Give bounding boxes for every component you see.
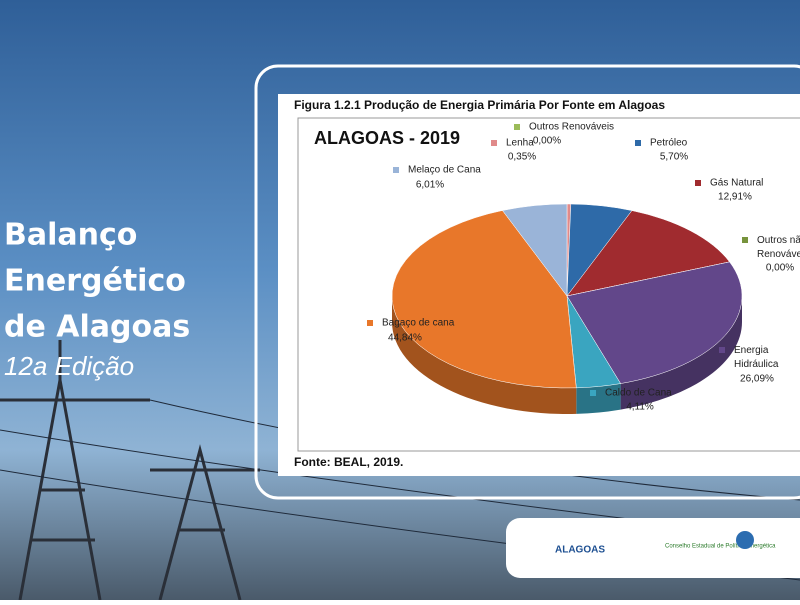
tower [0,340,260,601]
value-label: 0,00% [533,136,561,147]
edition: 12a Edição [4,351,134,381]
value-label: 6,01% [416,180,444,191]
label-line: Hidráulica [734,359,779,370]
slice-label: Petróleo [650,138,688,149]
value-label: 4,11% [626,402,654,413]
legend-marker [719,347,725,353]
legend-marker [695,180,701,186]
label-line: Energia [734,345,771,356]
value-label: 26,09% [740,374,774,385]
slice-label: Outros Renováveis [529,122,614,133]
slice-label: Melaço de Cana [408,165,481,176]
legend-marker [491,140,497,146]
slice-label: Outros não Renováveis [757,235,800,260]
frame [254,64,800,500]
legend-marker [367,320,373,326]
logo: Conselho Estadual de Política Energética [665,544,776,550]
pie [391,203,743,414]
slice-side [392,296,577,414]
chart-title: ALAGOAS - 2019 [314,128,460,148]
logo-bar [506,518,800,578]
source: Fonte: BEAL, 2019. [294,455,403,469]
slice-label: Gás Natural [710,178,763,189]
legend-marker [393,167,399,173]
label-line: Renováveis [757,249,800,260]
headline: Balanço [4,218,137,253]
legend-marker [635,140,641,146]
value-label: 12,91% [718,192,752,203]
headline: Energético [4,264,186,299]
slice-label: Bagaço de cana [382,318,455,329]
slice-label: Lenha [506,138,534,149]
value-label: 0,35% [508,152,536,163]
logo-icon [736,531,754,549]
figure-title: Figura 1.2.1 Produção de Energia Primári… [294,98,665,112]
slice [502,203,568,297]
slice-side [576,383,621,414]
value-label: 44,84% [388,333,422,344]
slice-label: Caldo de Cana [605,388,672,399]
label-line: Outros não [757,235,800,246]
legend-marker [590,390,596,396]
value-label: 5,70% [660,152,688,163]
slice [566,261,743,384]
headline: de Alagoas [4,310,190,345]
legend-marker [514,124,520,130]
legend-marker [742,237,748,243]
slice-side [620,296,742,410]
value-label: 0,00% [766,263,794,274]
logo: ALAGOAS [555,545,605,556]
slice [566,210,730,297]
slice [391,210,577,389]
slice-label: Energia Hidráulica [734,345,779,370]
